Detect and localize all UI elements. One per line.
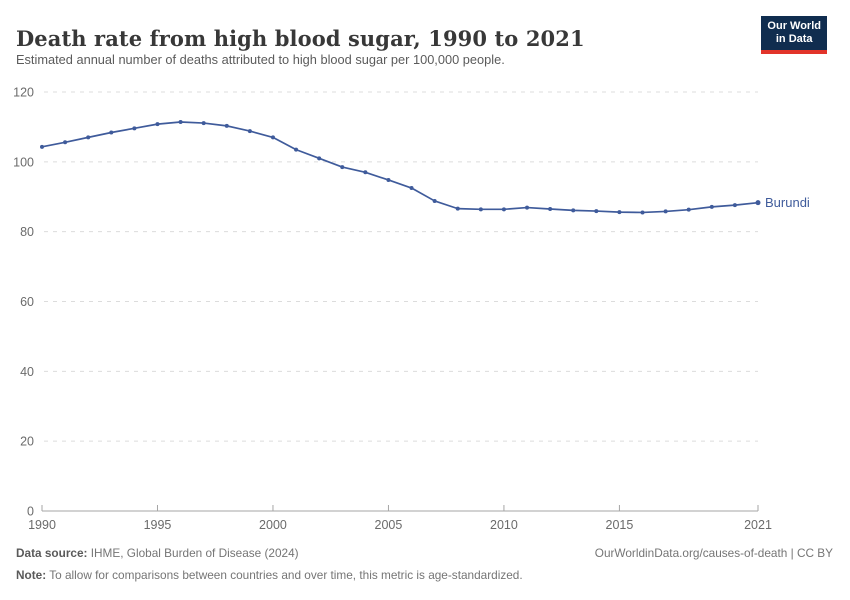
x-tick-label: 2010 <box>490 518 518 532</box>
chart-subtitle: Estimated annual number of deaths attrib… <box>16 52 505 67</box>
entity-label[interactable]: Burundi <box>765 195 810 210</box>
x-tick-label: 1990 <box>28 518 56 532</box>
data-point[interactable] <box>247 129 252 134</box>
data-point[interactable] <box>594 209 599 214</box>
data-point[interactable] <box>178 120 183 125</box>
data-point[interactable] <box>340 165 345 170</box>
data-source: Data source: IHME, Global Burden of Dise… <box>16 546 299 560</box>
note-label: Note: <box>16 568 47 582</box>
chart-title: Death rate from high blood sugar, 1990 t… <box>16 26 585 52</box>
license-link[interactable]: OurWorldinData.org/causes-of-death | CC … <box>594 546 833 560</box>
x-tick-label: 2021 <box>744 518 772 532</box>
y-tick-label: 0 <box>27 505 34 519</box>
x-tick-label: 2000 <box>259 518 287 532</box>
y-tick-label: 20 <box>20 435 34 449</box>
data-point[interactable] <box>478 207 483 212</box>
data-point[interactable] <box>201 121 206 126</box>
y-tick-label: 100 <box>13 155 34 169</box>
data-point[interactable] <box>571 208 576 213</box>
y-tick-label: 80 <box>20 225 34 239</box>
data-point[interactable] <box>617 210 622 215</box>
data-point[interactable] <box>548 206 553 211</box>
owid-logo[interactable]: Our World in Data <box>761 16 827 54</box>
data-point[interactable] <box>432 198 437 203</box>
data-point[interactable] <box>525 205 530 210</box>
data-point[interactable] <box>709 204 714 209</box>
data-point[interactable] <box>386 177 391 182</box>
data-point[interactable] <box>732 203 737 208</box>
x-tick-label: 1995 <box>144 518 172 532</box>
data-point[interactable] <box>663 209 668 214</box>
data-point[interactable] <box>109 130 114 135</box>
chart-footer: Data source: IHME, Global Burden of Dise… <box>16 546 833 582</box>
y-tick-label: 40 <box>20 365 34 379</box>
owid-logo-line2: in Data <box>775 33 813 45</box>
data-point[interactable] <box>455 206 460 211</box>
y-tick-label: 120 <box>13 86 34 100</box>
note-text: To allow for comparisons between countri… <box>46 568 523 582</box>
data-point[interactable] <box>40 144 44 149</box>
data-source-text: IHME, Global Burden of Disease (2024) <box>87 546 299 560</box>
data-point[interactable] <box>63 140 68 145</box>
data-point[interactable] <box>270 135 275 140</box>
data-point[interactable] <box>686 207 691 212</box>
data-point[interactable] <box>363 170 368 175</box>
series-line-burundi[interactable] <box>41 121 759 214</box>
data-point[interactable] <box>409 186 414 191</box>
x-tick-label: 2005 <box>375 518 403 532</box>
data-point[interactable] <box>640 210 645 215</box>
data-point[interactable] <box>317 156 322 161</box>
data-point[interactable] <box>86 135 91 140</box>
data-point[interactable] <box>755 200 761 206</box>
y-tick-label: 60 <box>20 295 34 309</box>
note: Note: To allow for comparisons between c… <box>16 568 523 582</box>
data-point[interactable] <box>155 122 160 127</box>
data-source-label: Data source: <box>16 546 88 560</box>
data-point[interactable] <box>501 207 506 212</box>
owid-logo-line1: Our World <box>767 20 821 32</box>
x-tick-label: 2015 <box>606 518 634 532</box>
data-point[interactable] <box>132 126 137 131</box>
data-point[interactable] <box>294 147 299 152</box>
data-point[interactable] <box>224 123 229 128</box>
